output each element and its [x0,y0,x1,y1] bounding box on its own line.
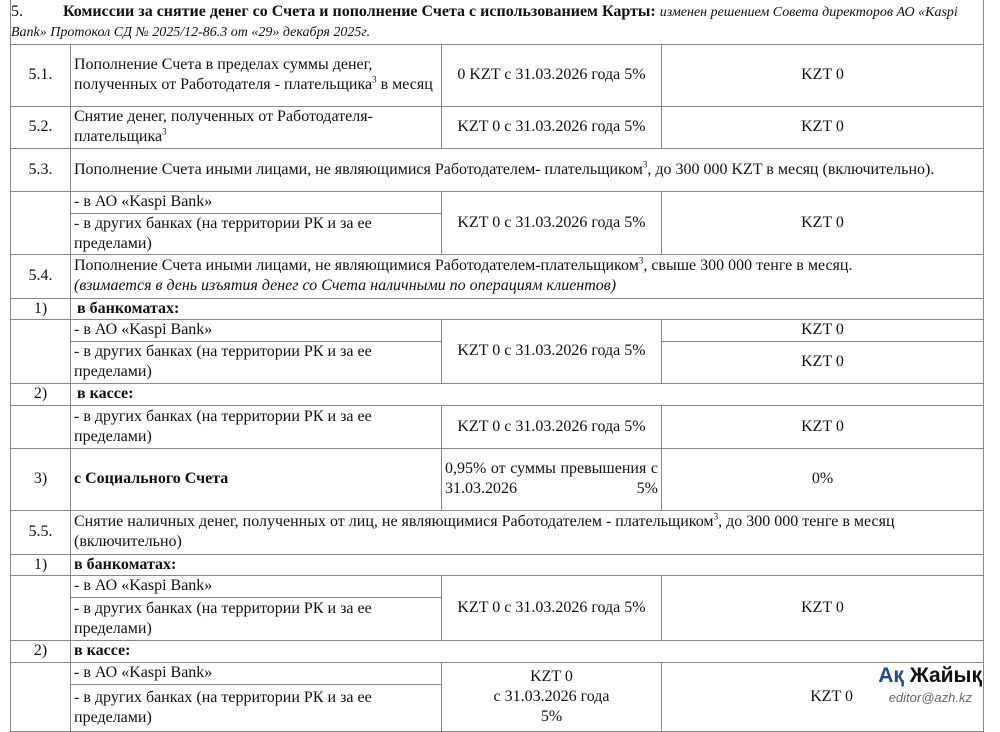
fee-table: 5. Комиссии за снятие денег со Счета и по… [9,0,985,732]
fee-cell: KZT 0 с 31.03.2026 года 5% [441,318,662,384]
row-text: - в АО «Kaspi Bank» [70,661,442,685]
fee-cell: KZT 0 [660,404,985,449]
row-number: 2) [10,639,71,663]
row-text: - в АО «Kaspi Bank» [70,574,442,598]
fee-cell: 0 KZT с 31.03.2026 года 5% [441,43,662,107]
row-text: Пополнение Счета иными лицами, не являющ… [69,253,985,299]
row-label: в банкоматах: [69,553,985,576]
section-note: изменен решением Совета директоров АО «K… [11,4,958,40]
table-row: - в других банках (на территории РК и за… [10,404,985,449]
table-row: - в других банках (на территории РК и за… [11,596,984,641]
fee-cell: KZT 0 [660,105,985,149]
row-number: 3) [10,447,71,511]
section-number: 5. [11,2,23,20]
table-row: 5.5. Снятие наличных денег, полученных о… [10,509,985,555]
fee-cell: KZT 0 с 31.03.2026 года 5% [441,105,662,149]
fee-cell: KZT 0 [660,661,985,732]
table-row: 1) в банкоматах: [10,297,985,320]
fee-cell: KZT 0 [660,340,985,384]
row-label: с Социального Счета [70,447,442,511]
row-number: 5.1. [10,43,71,107]
table-row: - в АО «Kaspi Bank» KZT 0 с 31.03.2026 г… [10,190,985,255]
table-row: - в АО «Kaspi Bank» KZT 0 с 31.03.2026 г… [10,318,985,384]
fee-cell: 0% [660,447,985,511]
table-row: 2) в кассе: [10,382,985,406]
table-row: - в других банках (на территории РК и за… [11,340,985,384]
row-text: - в других банках (на территории РК и за… [70,596,442,641]
watermark-logo: Ақ Жайық editor@azh.kz [878,664,982,705]
fee-cell: KZT 0 [660,43,985,107]
row-text: Пополнение Счета в пределах суммы денег,… [70,43,442,107]
row-number: 1) [10,553,71,576]
row-number: 2) [10,382,71,406]
row-text: - в других банках (на территории РК и за… [70,683,442,732]
row-text: - в АО «Kaspi Bank» [70,190,442,214]
row-text: - в других банках (на территории РК и за… [70,404,442,449]
row-text: - в АО «Kaspi Bank» [70,318,442,342]
fee-cell: 0,95% от суммы превышения с 31.03.2026 5… [441,447,662,511]
row-text: - в других банках (на территории РК и за… [70,340,442,384]
row-number: 1) [10,297,71,320]
table-row: 5.1. Пополнение Счета в пределах суммы д… [10,43,985,107]
empty-cell [10,661,71,732]
section-title: Комиссии за снятие денег со Счета и попо… [63,2,656,20]
row-text: - в других банках (на территории РК и за… [70,212,442,255]
table-row: 5.4. Пополнение Счета иными лицами, не я… [10,253,985,299]
table-row: 5.2. Снятие денег, полученных от Работод… [10,105,985,149]
table-row: 5.3. Пополнение Счета иными лицами, не я… [10,147,985,192]
fee-cell: KZT 0 с 31.03.2026 года 5% [441,190,662,255]
empty-cell [10,574,71,641]
row-label: в банкоматах: [69,297,985,320]
row-number: 5.2. [10,105,71,149]
fee-cell: KZT 0 с 31.03.2026 года 5% [441,574,662,641]
row-text: Пополнение Счета иными лицами, не являющ… [69,147,985,192]
fee-cell: KZT 0 [660,574,985,641]
empty-cell [10,404,71,449]
fee-cell: KZT 0 [660,318,985,342]
row-label: в кассе: [69,382,985,406]
table-row: 2) в кассе: [10,639,985,663]
table-row: 1) в банкоматах: [10,553,985,576]
empty-cell [10,190,71,255]
section-header-row: 5. Комиссии за снятие денег со Счета и по… [9,0,985,45]
row-text: Снятие денег, полученных от Работодателя… [70,105,442,149]
watermark-email: editor@azh.kz [888,690,972,705]
row-text: Снятие наличных денег, полученных от лиц… [69,509,985,555]
table-row: - в других банках (на территории РК и за… [11,212,984,255]
row-label: в кассе: [69,639,985,663]
table-row: - в АО «Kaspi Bank» KZT 0 с 31.03.2026 г… [10,574,985,641]
fee-cell: KZT 0 с 31.03.2026 года 5% [441,404,662,449]
row-number: 5.5. [10,509,71,555]
table-row: 3) с Социального Счета 0,95% от суммы пр… [10,447,985,511]
row-number: 5.3. [10,147,71,192]
row-number: 5.4. [10,253,71,299]
empty-cell [10,318,71,384]
table-row: - в других банках (на территории РК и за… [11,683,984,732]
fee-cell: KZT 0 [660,190,985,255]
